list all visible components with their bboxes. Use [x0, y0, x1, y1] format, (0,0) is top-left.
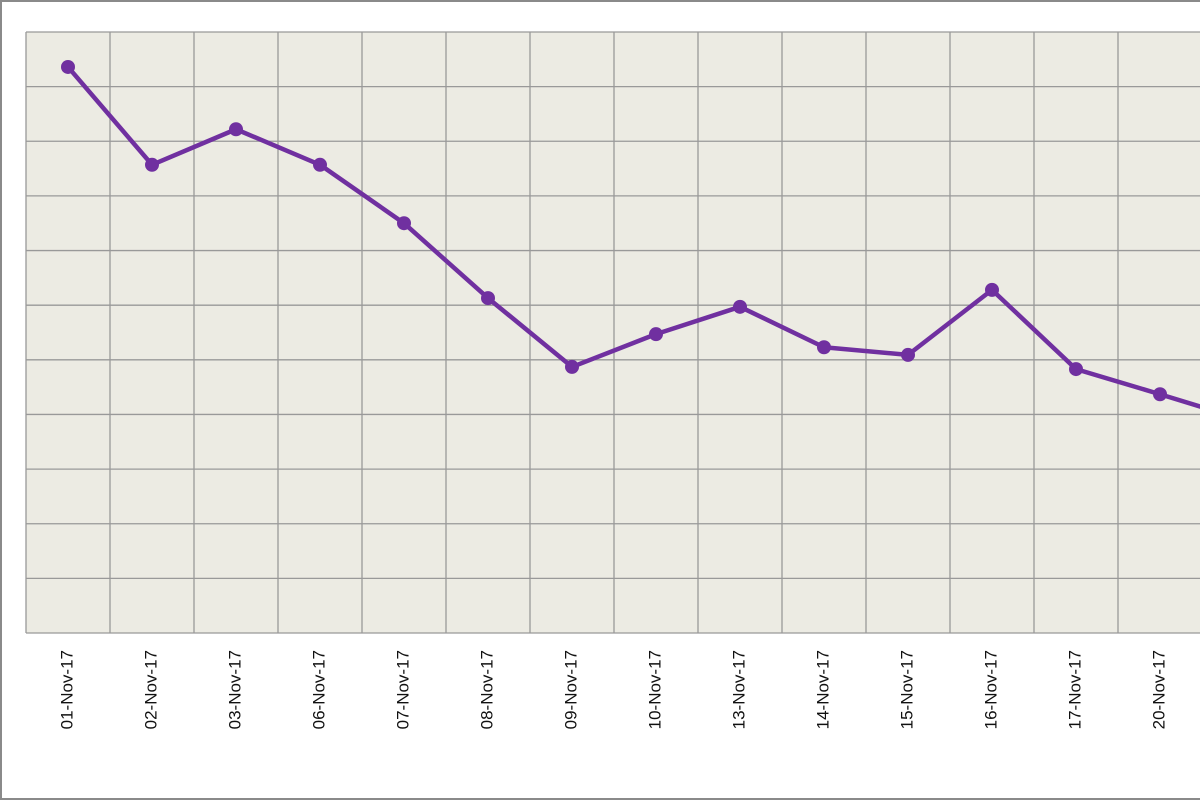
- marker: [1153, 387, 1167, 402]
- x-tick-label: 20-Nov-17: [1149, 650, 1168, 729]
- x-tick-label: 14-Nov-17: [813, 650, 832, 729]
- marker: [481, 291, 495, 306]
- marker: [229, 122, 243, 137]
- x-tick-label: 07-Nov-17: [393, 650, 412, 729]
- marker: [733, 299, 747, 314]
- plot-area: [26, 32, 1200, 633]
- x-tick-label: 01-Nov-17: [57, 650, 76, 729]
- marker: [565, 359, 579, 374]
- x-tick-label: 13-Nov-17: [729, 650, 748, 729]
- x-tick-label: 06-Nov-17: [309, 650, 328, 729]
- x-tick-label: 02-Nov-17: [141, 650, 160, 729]
- x-tick-label: 15-Nov-17: [897, 650, 916, 729]
- x-tick-label: 09-Nov-17: [561, 650, 580, 729]
- marker: [1069, 362, 1083, 377]
- x-tick-label: 10-Nov-17: [645, 650, 664, 729]
- marker: [817, 340, 831, 355]
- marker: [985, 282, 999, 297]
- marker: [313, 157, 327, 172]
- marker: [61, 59, 75, 74]
- marker: [145, 157, 159, 172]
- x-tick-label: 08-Nov-17: [477, 650, 496, 729]
- x-tick-label: 16-Nov-17: [981, 650, 1000, 729]
- x-tick-label: 03-Nov-17: [225, 650, 244, 729]
- marker: [397, 216, 411, 231]
- marker: [649, 327, 663, 342]
- x-tick-label: 17-Nov-17: [1065, 650, 1084, 729]
- marker: [901, 347, 915, 362]
